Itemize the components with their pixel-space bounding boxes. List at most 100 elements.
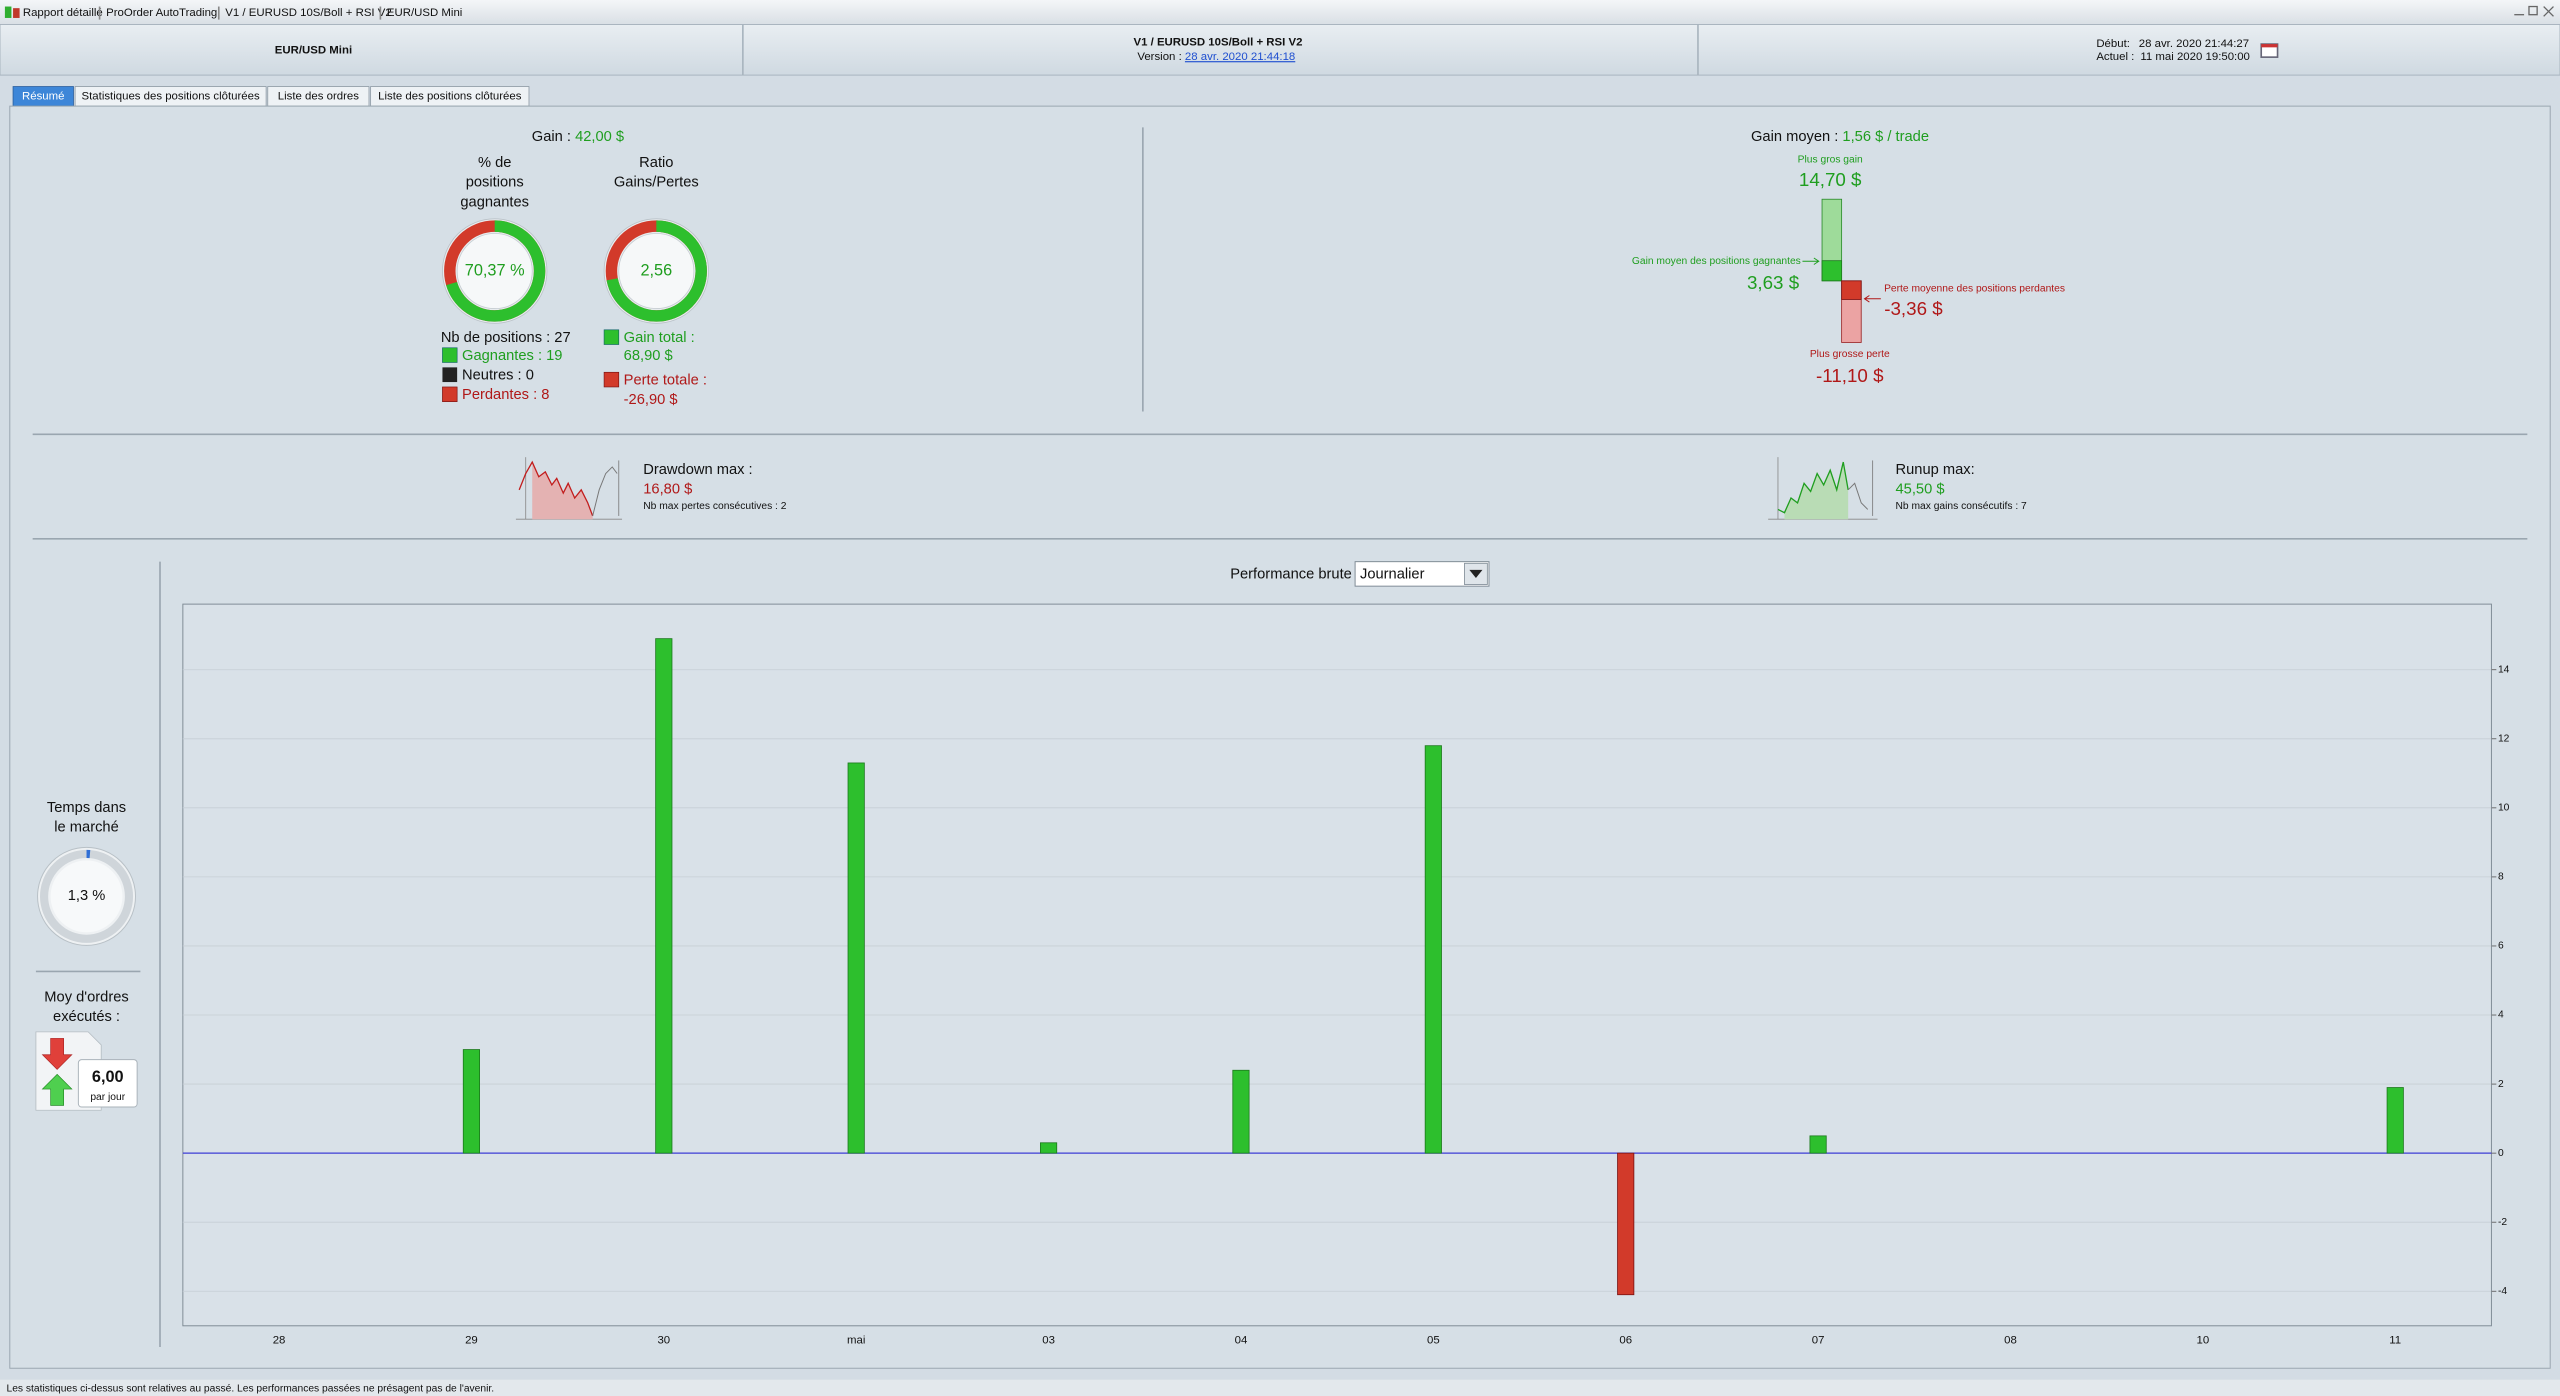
app-icon — [4, 6, 12, 18]
runup-label: Runup max: — [1896, 462, 1975, 478]
y-tick-label: 8 — [2498, 872, 2504, 883]
market-time-title: Temps dans — [47, 800, 126, 816]
win-rate-value: 70,37 % — [465, 261, 525, 279]
y-tick-label: -2 — [2498, 1217, 2507, 1228]
losers: Perdantes : 8 — [462, 387, 549, 403]
positions-count: Nb de positions : 27 — [441, 330, 571, 346]
bar — [2386, 1087, 2404, 1154]
x-tick-label: 04 — [1235, 1335, 1248, 1347]
gain-label: Gain : — [532, 129, 571, 145]
period-value[interactable]: Journalier — [1360, 567, 1425, 583]
version: Version : 28 avr. 2020 21:44:18 — [1137, 51, 1295, 63]
current-date: 11 mai 2020 19:50:00 — [2140, 51, 2250, 63]
start-label: Début: — [2096, 38, 2130, 50]
runup-note: Nb max gains consécutifs : 7 — [1896, 501, 2028, 512]
legend-swatch — [442, 347, 458, 363]
gain-value: 42,00 $ — [575, 129, 624, 145]
avg-gain: Gain moyen : 1,56 $ / trade — [1751, 129, 1929, 145]
avg-loser: -3,36 $ — [1884, 298, 1943, 319]
orders-unit: par jour — [90, 1092, 125, 1103]
runup-value: 45,50 $ — [1896, 482, 1945, 498]
start-date: 28 avr. 2020 21:44:27 — [2139, 38, 2249, 50]
donut-center — [618, 233, 695, 309]
title-item[interactable]: ProOrder AutoTrading — [106, 7, 217, 19]
y-tick-label: 2 — [2498, 1079, 2504, 1090]
y-tick-label: -4 — [2498, 1286, 2507, 1297]
avg-winner-bar — [1821, 260, 1843, 282]
status-bar — [0, 1379, 2560, 1396]
x-tick-label: 03 — [1042, 1335, 1055, 1347]
biggest-loss-label: Plus grosse perte — [1810, 349, 1890, 360]
header — [0, 24, 2560, 76]
win-rate-title: positions — [466, 175, 524, 191]
version-link[interactable]: 28 avr. 2020 21:44:18 — [1185, 51, 1295, 63]
bar — [1809, 1135, 1827, 1154]
avg-winner-label: Gain moyen des positions gagnantes — [1632, 256, 1801, 267]
x-tick-label: 05 — [1427, 1335, 1440, 1347]
y-tick-label: 14 — [2498, 664, 2510, 675]
x-tick-label: 06 — [1619, 1335, 1632, 1347]
legend-swatch — [603, 371, 620, 388]
chart-title: Performance brute — [1230, 567, 1352, 583]
app-icon — [13, 8, 20, 18]
drawdown-note: Nb max pertes consécutives : 2 — [643, 501, 786, 512]
donut-center — [456, 233, 533, 309]
title-item[interactable]: Rapport détaillé — [23, 7, 103, 19]
loss-total: -26,90 $ — [624, 392, 678, 408]
x-tick-label: 08 — [2004, 1335, 2017, 1347]
y-tick-label: 0 — [2498, 1148, 2504, 1159]
biggest-loss: -11,10 $ — [1816, 365, 1884, 386]
drawdown-value: 16,80 $ — [643, 482, 692, 498]
avg-loser-label: Perte moyenne des positions perdantes — [1884, 284, 2065, 295]
title-item[interactable]: V1 / EURUSD 10S/Boll + RSI V2 — [225, 7, 391, 19]
y-tick-label: 12 — [2498, 734, 2510, 745]
orders-value: 6,00 — [92, 1068, 124, 1086]
biggest-gain: 14,70 $ — [1799, 169, 1862, 190]
arrow — [1802, 257, 1820, 265]
bar — [1232, 1069, 1250, 1154]
bar — [1040, 1142, 1058, 1154]
x-tick-label: 30 — [657, 1335, 670, 1347]
avg-gain-label: Gain moyen : — [1751, 129, 1838, 145]
tab-label[interactable]: Liste des ordres — [278, 90, 359, 102]
y-tick-label: 6 — [2498, 941, 2504, 952]
gain: Gain : 42,00 $ — [532, 129, 624, 145]
bar — [1424, 745, 1442, 1154]
tab-label[interactable]: Statistiques des positions clôturées — [82, 90, 260, 102]
legend-swatch — [603, 329, 620, 345]
instrument: EUR/USD Mini — [275, 45, 352, 57]
drawdown-sparkline — [515, 457, 623, 520]
bar — [462, 1049, 480, 1154]
x-tick-label: 11 — [2389, 1335, 2401, 1347]
bar — [655, 638, 673, 1154]
legend-swatch — [442, 386, 458, 402]
disclaimer: Les statistiques ci-dessus sont relative… — [7, 1383, 495, 1394]
x-tick-label: 07 — [1812, 1335, 1825, 1347]
ratio-title: Ratio — [639, 155, 673, 171]
biggest-gain-label: Plus gros gain — [1798, 155, 1863, 166]
window-buttons[interactable] — [2514, 5, 2554, 17]
x-tick-label: mai — [847, 1335, 865, 1347]
tab-label[interactable]: Résumé — [22, 90, 64, 102]
title-item[interactable]: EUR/USD Mini — [387, 7, 462, 19]
bar — [1617, 1152, 1635, 1296]
avg-winner: 3,63 $ — [1747, 272, 1800, 293]
y-tick-label: 10 — [2498, 803, 2510, 814]
bar — [847, 762, 865, 1154]
tab-label[interactable]: Liste des positions clôturées — [378, 90, 522, 102]
calendar-icon[interactable] — [2260, 43, 2279, 58]
gain-total: 68,90 $ — [624, 348, 673, 364]
orders-title: Moy d'ordres — [44, 989, 128, 1005]
x-tick-label: 10 — [2197, 1335, 2210, 1347]
avg-gain-value: 1,56 $ / trade — [1842, 129, 1929, 145]
x-tick-label: 29 — [465, 1335, 478, 1347]
market-time-value: 1,3 % — [68, 888, 106, 904]
y-tick-label: 4 — [2498, 1010, 2504, 1021]
plot-area — [182, 603, 2492, 1327]
strategy-name: V1 / EURUSD 10S/Boll + RSI V2 — [1133, 36, 1302, 48]
donut-arc — [444, 220, 546, 322]
avg-loser-bar — [1841, 280, 1862, 300]
winners: Gagnantes : 19 — [462, 348, 562, 364]
market-time-title: le marché — [54, 820, 118, 836]
